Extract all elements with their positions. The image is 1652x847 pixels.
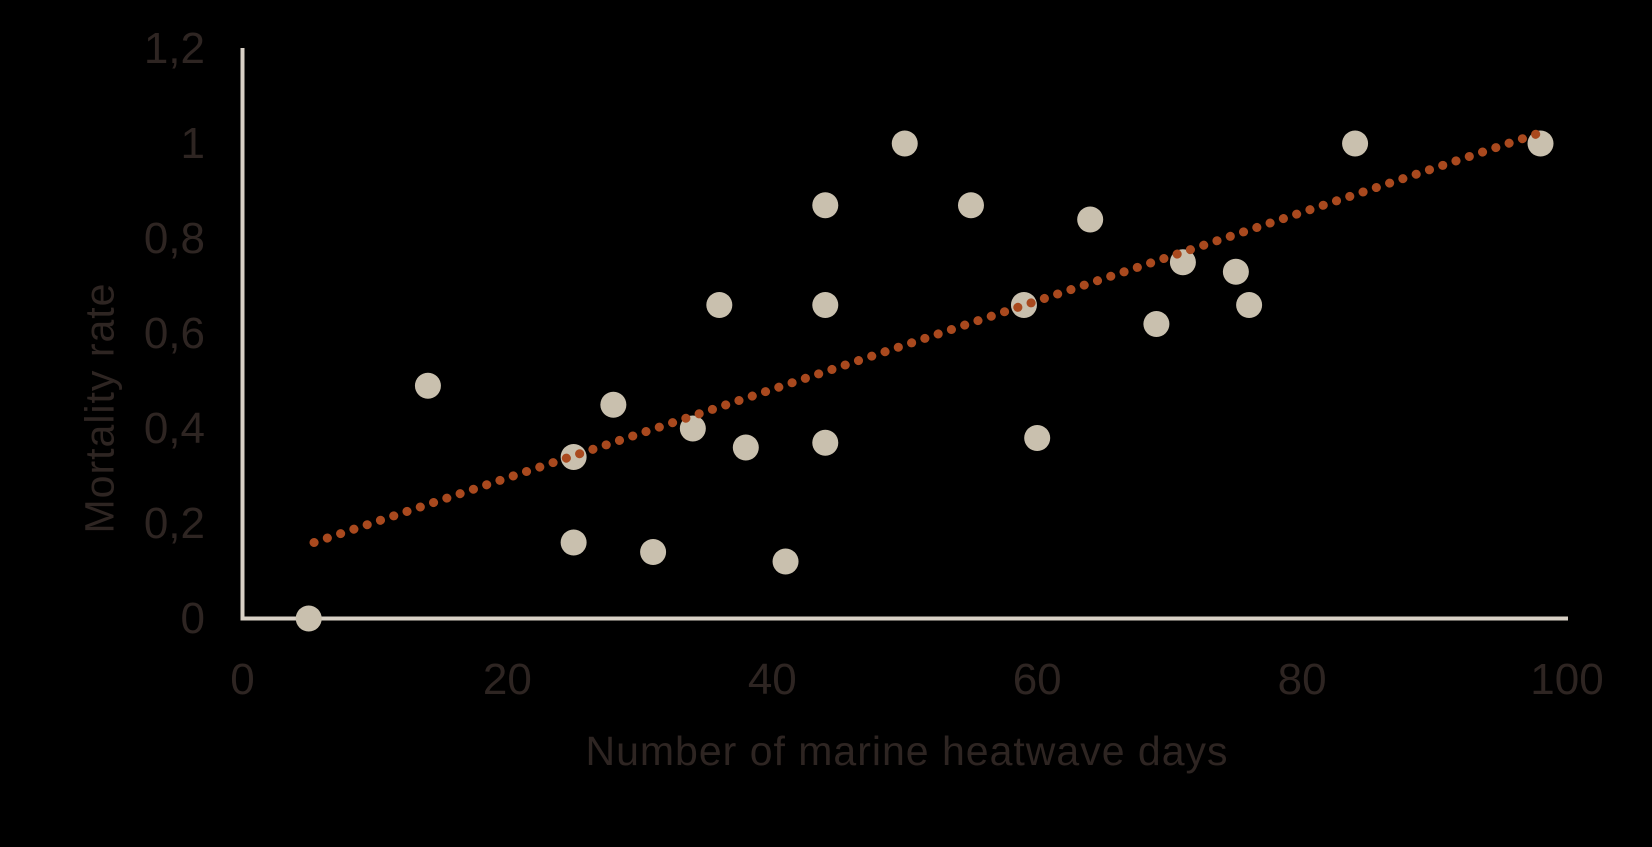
- data-point: [772, 548, 799, 575]
- x-tick-label: 80: [1277, 655, 1327, 704]
- data-point: [732, 434, 759, 461]
- data-point: [1222, 258, 1249, 285]
- data-point: [706, 292, 733, 318]
- data-point: [640, 539, 667, 565]
- data-point: [1342, 130, 1369, 157]
- x-axis-title: Number of marine heatwave days: [585, 728, 1229, 774]
- y-tick-label: 0: [180, 593, 205, 643]
- x-tick-label: 100: [1530, 655, 1604, 704]
- data-point: [600, 391, 627, 418]
- x-tick-label: 40: [747, 655, 797, 704]
- data-point: [957, 192, 984, 219]
- data-points-group: [295, 130, 1554, 632]
- y-tick-label: 0,6: [143, 308, 205, 358]
- y-tick-label: 0,8: [143, 213, 205, 263]
- y-axis-title: Mortality rate: [76, 282, 123, 534]
- data-point: [1236, 292, 1263, 318]
- y-tick-label: 0,4: [143, 403, 205, 453]
- data-point: [812, 292, 839, 318]
- data-point: [295, 605, 322, 632]
- y-tick-label: 0,2: [143, 498, 205, 548]
- x-tick-label: 60: [1012, 655, 1062, 704]
- x-tick-label: 0: [230, 655, 255, 704]
- trend-line: [309, 129, 1542, 547]
- data-point: [1143, 311, 1170, 337]
- data-point: [812, 429, 839, 456]
- x-tick-label: 20: [482, 655, 532, 704]
- data-point: [1024, 425, 1051, 451]
- y-tick-label: 1,2: [143, 23, 205, 73]
- data-point: [812, 192, 839, 219]
- y-tick-label: 1: [180, 118, 205, 168]
- data-point: [560, 529, 587, 556]
- data-point: [1077, 206, 1104, 233]
- data-point: [891, 130, 918, 157]
- data-point: [414, 372, 441, 399]
